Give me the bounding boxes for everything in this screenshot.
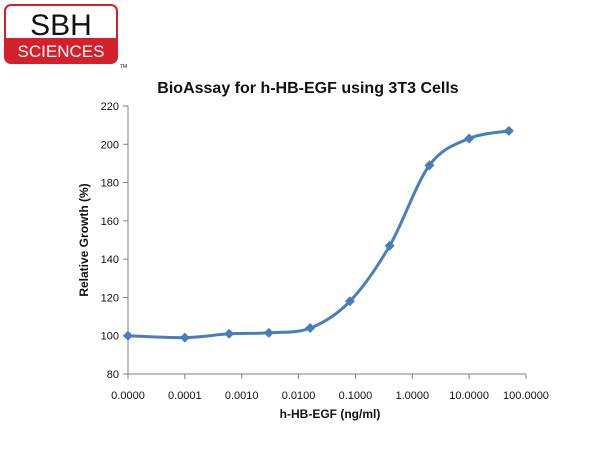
chart-title: BioAssay for h-HB-EGF using 3T3 Cells [157,80,458,97]
y-tick-label: 140 [101,254,119,266]
y-tick-label: 80 [107,369,119,381]
series-markers [123,125,514,343]
x-tick-label: 0.0001 [168,390,202,402]
y-axis-label: Relative Growth (%) [77,183,91,296]
data-point-marker [424,160,435,171]
y-tick-label: 200 [101,139,119,151]
y-tick-label: 220 [101,101,119,113]
y-tick-label: 180 [101,178,119,190]
logo-trademark: TM [120,64,127,70]
x-tick-group: 0.0000 0.0001 0.0010 0.0100 0.1000 1.0000 10.0… [111,374,549,402]
x-tick-label: 100.0000 [503,390,549,402]
data-point-marker [123,330,133,341]
x-tick-label: 0.1000 [339,390,373,402]
x-axis-label: h-HB-EGF (ng/ml) [280,407,381,421]
x-tick-label: 1.0000 [395,390,429,402]
y-tick-label: 160 [101,216,119,228]
sbh-sciences-logo: SBH SCIENCES TM [4,4,127,70]
logo-bottom-text: SCIENCES [18,42,105,61]
data-point-marker [305,323,316,334]
x-tick-label: 0.0000 [111,390,145,402]
logo-top-text: SBH [30,9,92,42]
y-tick-label: 100 [101,331,119,343]
data-point-marker [384,240,395,251]
y-tick-label: 120 [101,292,119,304]
data-point-marker [224,328,235,339]
data-point-marker [263,327,274,338]
data-point-marker [179,332,190,343]
data-point-marker [464,133,475,144]
x-tick-label: 0.0100 [282,390,316,402]
x-tick-label: 10.0000 [449,390,489,402]
data-point-marker [503,125,514,136]
series-line [127,129,510,340]
x-tick-label: 0.0010 [225,390,259,402]
y-tick-group: 80 100 120 140 160 180 200 220 [101,101,128,381]
data-point-marker [344,296,355,307]
